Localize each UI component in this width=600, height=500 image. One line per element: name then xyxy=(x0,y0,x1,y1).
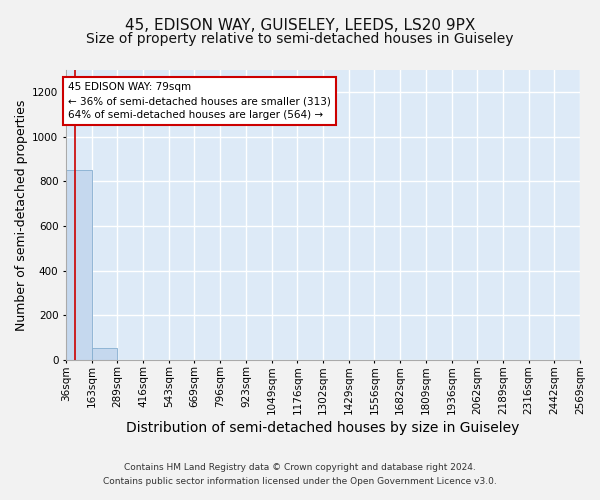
Text: 45 EDISON WAY: 79sqm
← 36% of semi-detached houses are smaller (313)
64% of semi: 45 EDISON WAY: 79sqm ← 36% of semi-detac… xyxy=(68,82,331,120)
Bar xyxy=(66,170,92,360)
Text: Contains public sector information licensed under the Open Government Licence v3: Contains public sector information licen… xyxy=(103,477,497,486)
Text: Size of property relative to semi-detached houses in Guiseley: Size of property relative to semi-detach… xyxy=(86,32,514,46)
X-axis label: Distribution of semi-detached houses by size in Guiseley: Distribution of semi-detached houses by … xyxy=(127,421,520,435)
Text: Contains HM Land Registry data © Crown copyright and database right 2024.: Contains HM Land Registry data © Crown c… xyxy=(124,464,476,472)
Y-axis label: Number of semi-detached properties: Number of semi-detached properties xyxy=(15,99,28,330)
Bar xyxy=(92,348,118,360)
Text: 45, EDISON WAY, GUISELEY, LEEDS, LS20 9PX: 45, EDISON WAY, GUISELEY, LEEDS, LS20 9P… xyxy=(125,18,475,32)
